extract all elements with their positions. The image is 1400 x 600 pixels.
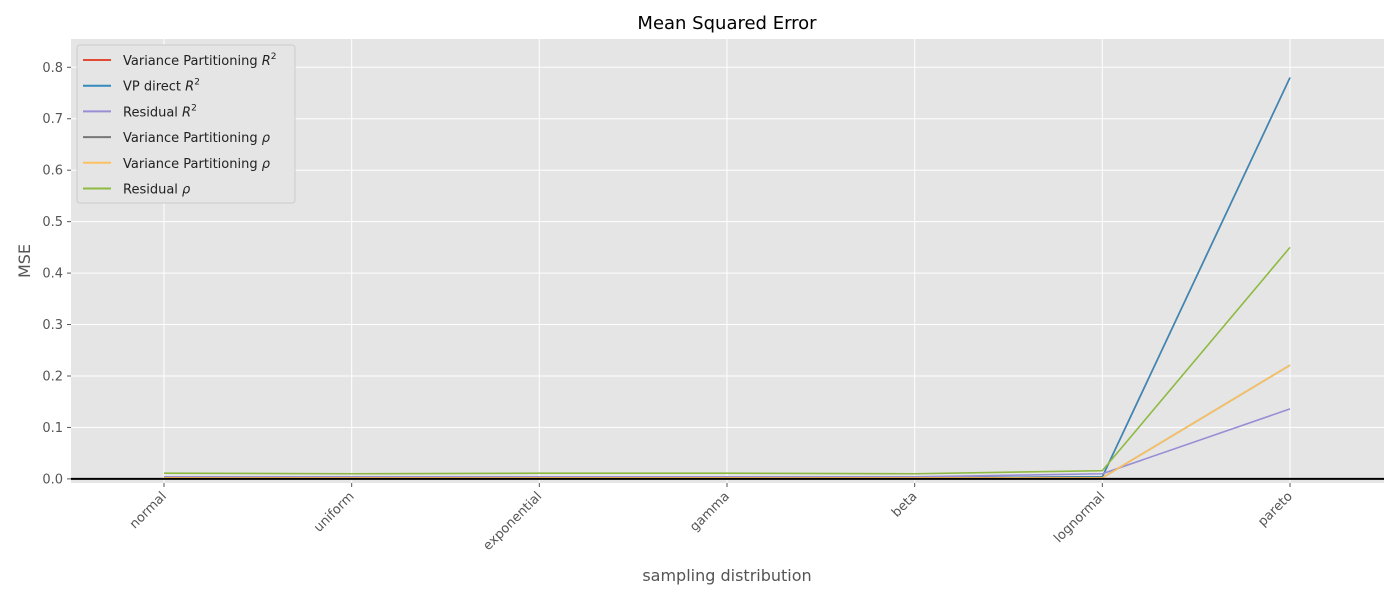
legend-entry-symbol: R — [182, 105, 191, 120]
y-tick-label: 0.0 — [42, 472, 63, 487]
legend-entry-name: Variance Partitioning — [123, 131, 262, 146]
y-tick-label: 0.2 — [42, 369, 63, 384]
legend-entry-name: Residual — [123, 183, 182, 198]
legend-entry: Residual ρ — [123, 183, 191, 198]
x-tick-label: lognormal — [1051, 489, 1108, 546]
x-tick-label: pareto — [1255, 489, 1296, 530]
series-lines — [163, 77, 1291, 479]
legend-entry-name: Residual — [123, 105, 182, 120]
legend-entry-superscript: 2 — [194, 78, 200, 88]
legend-entry-symbol: ρ — [262, 131, 271, 146]
legend-entry: Variance Partitioning ρ — [123, 157, 271, 172]
y-tick-label: 0.7 — [42, 112, 63, 127]
legend-entry-symbol: R — [262, 54, 271, 69]
y-tick-label: 0.1 — [42, 421, 63, 436]
y-tick-label: 0.8 — [42, 61, 63, 76]
y-axis-label: MSE — [15, 244, 34, 278]
series-line-2 — [164, 408, 1291, 478]
series-line-4 — [164, 364, 1291, 479]
series-line-5 — [163, 246, 1291, 475]
legend-entry-name: VP direct — [123, 80, 185, 95]
legend-entry: Residual R2 — [123, 103, 197, 120]
legend-entry: Variance Partitioning ρ — [123, 131, 271, 146]
y-tick-label: 0.5 — [42, 215, 63, 230]
legend-entry-name: Variance Partitioning — [123, 157, 262, 172]
x-tick-label: normal — [127, 489, 170, 532]
legend-box — [76, 44, 296, 204]
legend-entry-symbol: ρ — [182, 183, 191, 198]
legend-entry-superscript: 2 — [191, 103, 197, 113]
y-tick-label: 0.3 — [42, 318, 63, 333]
legend-entry: Variance Partitioning R2 — [123, 52, 276, 69]
x-tick-label: beta — [889, 489, 920, 520]
legend-entry-superscript: 2 — [271, 52, 277, 62]
x-tick-label: uniform — [311, 489, 357, 535]
chart-title: Mean Squared Error — [637, 13, 817, 34]
x-axis-label: sampling distribution — [642, 566, 811, 585]
legend-entry-symbol: ρ — [262, 157, 271, 172]
y-tick-label: 0.6 — [42, 164, 63, 179]
x-tick-label: exponential — [481, 489, 546, 554]
y-tick-label: 0.4 — [42, 267, 63, 282]
legend-entry-symbol: R — [185, 80, 194, 95]
legend-entry: VP direct R2 — [123, 78, 200, 95]
legend-entry-name: Variance Partitioning — [123, 54, 262, 69]
x-tick-label: gamma — [687, 489, 733, 535]
